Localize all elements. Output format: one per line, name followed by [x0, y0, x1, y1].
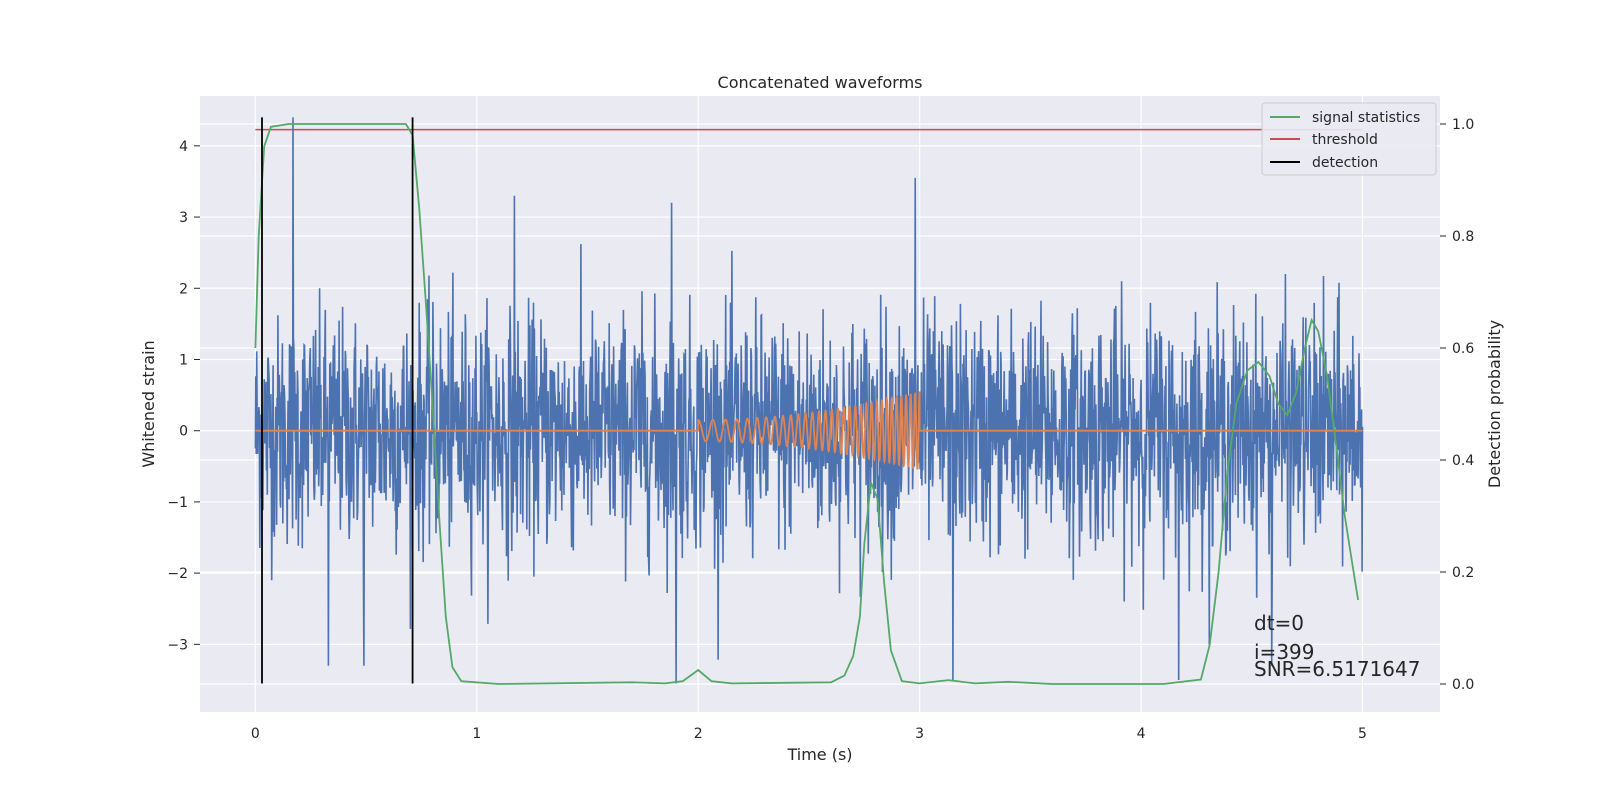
- annotation-dt: dt=0: [1254, 611, 1304, 635]
- template-series-line: [255, 391, 1363, 470]
- x-ticks: 0 1 2 3 4 5: [251, 726, 1367, 742]
- y-tick-label-left-0: −3: [167, 637, 188, 653]
- y-tick-label-left-1: −2: [167, 566, 188, 582]
- y-tick-label-left-3: 0: [179, 424, 188, 440]
- y-tick-label-left-6: 3: [179, 210, 188, 226]
- y-tick-label-left-5: 2: [179, 281, 188, 297]
- y-tick-label-right-4: 0.8: [1452, 229, 1474, 245]
- y-tick-label-right-1: 0.2: [1452, 565, 1474, 581]
- y-ticks-right: 0.0 0.2 0.4 0.6 0.8 1.0: [1440, 117, 1474, 693]
- x-tick-label-3: 3: [915, 726, 924, 742]
- detection-lines: [261, 117, 414, 684]
- x-tick-label-4: 4: [1137, 726, 1146, 742]
- x-tick-label-2: 2: [694, 726, 703, 742]
- y-tick-label-right-3: 0.6: [1452, 341, 1474, 357]
- x-tick-label-0: 0: [251, 726, 260, 742]
- x-axis-label: Time (s): [786, 745, 852, 764]
- x-tick-label-5: 5: [1358, 726, 1367, 742]
- legend-label-threshold: threshold: [1312, 132, 1378, 148]
- x-tick-label-1: 1: [472, 726, 481, 742]
- y-tick-label-right-0: 0.0: [1452, 677, 1474, 693]
- y-ticks-left: −3 −2 −1 0 1 2 3 4: [167, 139, 200, 653]
- y-tick-label-left-4: 1: [179, 352, 188, 368]
- y-tick-label-left-7: 4: [179, 139, 188, 155]
- annotation-index: i=399: [1254, 640, 1315, 664]
- y-axis-label-right: Detection probability: [1485, 320, 1504, 488]
- chart-title: Concatenated waveforms: [718, 73, 923, 92]
- y-tick-label-right-5: 1.0: [1452, 117, 1474, 133]
- annotation-snr: SNR=6.5171647: [1254, 657, 1420, 681]
- legend: signal statistics threshold detection: [1261, 102, 1437, 176]
- strain-series-line: [254, 117, 1364, 684]
- legend-box: [1261, 102, 1437, 176]
- y-tick-label-right-2: 0.4: [1452, 453, 1474, 469]
- legend-label-statistics: signal statistics: [1312, 110, 1420, 126]
- statistics-series-line: [254, 123, 1359, 685]
- y-tick-label-left-2: −1: [167, 495, 188, 511]
- plot-area: [254, 117, 1364, 685]
- y-axis-label-left: Whitened strain: [139, 340, 158, 467]
- legend-label-detection: detection: [1312, 155, 1378, 171]
